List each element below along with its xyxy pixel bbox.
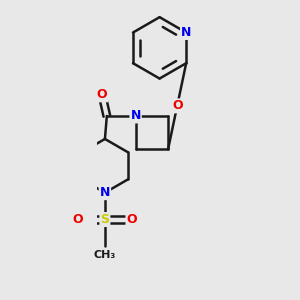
Text: N: N <box>100 186 110 199</box>
Text: O: O <box>97 88 107 101</box>
Text: O: O <box>73 213 83 226</box>
Text: N: N <box>181 26 191 39</box>
Text: O: O <box>127 213 137 226</box>
Text: O: O <box>172 99 182 112</box>
Text: N: N <box>130 110 141 122</box>
Text: CH₃: CH₃ <box>94 250 116 260</box>
Text: S: S <box>100 213 109 226</box>
